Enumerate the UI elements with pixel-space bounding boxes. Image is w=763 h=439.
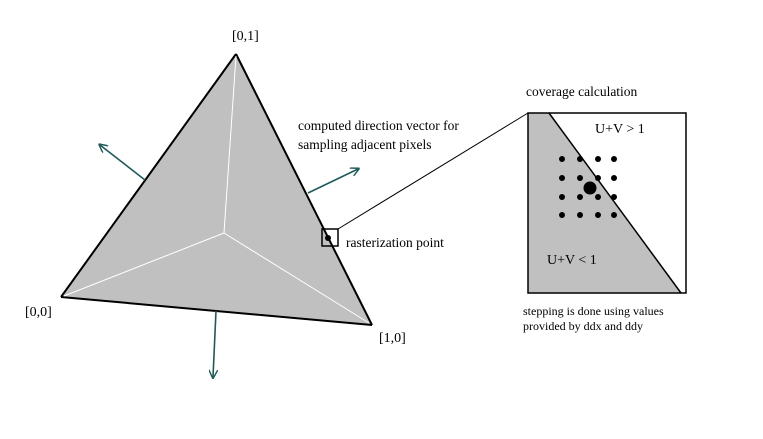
direction-vector-label-line1: computed direction vector for xyxy=(298,118,459,133)
coverage-note-line2: provided by ddx and ddy xyxy=(523,319,643,333)
sample-dot xyxy=(577,175,583,181)
coverage-frame xyxy=(527,112,687,294)
triangle-edge-right xyxy=(235,53,373,326)
sample-dot xyxy=(611,175,617,181)
upper-region-label: U+V > 1 xyxy=(595,122,645,137)
sample-dot xyxy=(611,212,617,218)
sample-dot xyxy=(595,194,601,200)
triangle-edge-bottom xyxy=(60,296,373,326)
coverage-covered-region xyxy=(528,113,681,293)
lower-region-label: U+V < 1 xyxy=(547,253,597,268)
triangle-edge-left xyxy=(60,53,237,298)
arrow-bottom-normal xyxy=(213,310,216,377)
median-to-top xyxy=(223,55,237,234)
normal-arrows xyxy=(100,145,358,377)
sample-dot xyxy=(577,194,583,200)
sample-dot xyxy=(559,175,565,181)
vertex-left-label: [0,0] xyxy=(25,305,52,320)
sample-dot xyxy=(595,175,601,181)
sample-dot xyxy=(595,212,601,218)
sample-dot xyxy=(595,156,601,162)
zoom-connector-line xyxy=(337,112,529,230)
rasterization-point-label: rasterization point xyxy=(346,235,444,250)
triangle-group xyxy=(60,53,373,326)
rasterization-dot xyxy=(325,235,331,241)
median-to-left xyxy=(63,232,225,297)
sample-dots xyxy=(559,156,617,218)
sample-dot xyxy=(577,156,583,162)
direction-vector-label-line2: sampling adjacent pixels xyxy=(298,137,431,152)
center-sample-dot xyxy=(583,181,597,195)
rasterization-marker xyxy=(321,228,339,247)
sample-dot xyxy=(611,194,617,200)
vertex-top-label: [0,1] xyxy=(232,29,259,44)
coverage-title: coverage calculation xyxy=(526,84,638,99)
vertex-right-label: [1,0] xyxy=(379,331,406,346)
coverage-box xyxy=(527,112,687,294)
coverage-note-line1: stepping is done using values xyxy=(523,304,664,318)
sample-dot xyxy=(559,156,565,162)
sample-dot xyxy=(559,194,565,200)
triangle-face xyxy=(61,54,372,325)
sample-dot xyxy=(577,212,583,218)
arrow-left-normal xyxy=(100,145,146,181)
coverage-diagonal-edge xyxy=(548,112,682,294)
sample-dot xyxy=(559,212,565,218)
sample-dot xyxy=(611,156,617,162)
rasterization-box xyxy=(321,228,339,247)
arrow-right-normal xyxy=(307,169,358,194)
median-to-right xyxy=(223,232,370,324)
